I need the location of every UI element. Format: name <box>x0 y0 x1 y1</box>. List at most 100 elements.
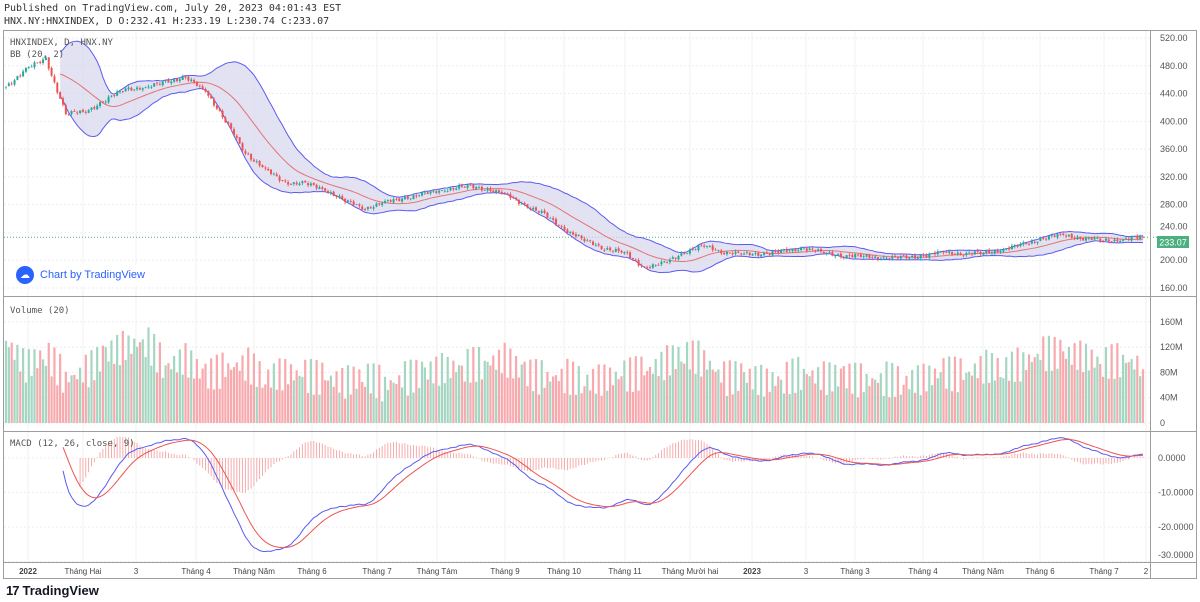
signal-line <box>62 438 1144 549</box>
volume-bar <box>959 358 962 423</box>
symbol-legend: HNXINDEX, D, HNX.NY <box>10 38 114 48</box>
volume-bar <box>757 394 760 423</box>
candle-body <box>797 250 800 251</box>
volume-bar <box>335 371 338 423</box>
volume-bar <box>21 348 25 423</box>
candle-body <box>683 252 686 254</box>
candle-body <box>61 98 64 105</box>
candle-body <box>421 192 424 196</box>
volume-bar <box>560 368 563 423</box>
volume-bar <box>774 386 777 423</box>
volume-bar <box>603 364 606 423</box>
volume-bar <box>457 365 461 423</box>
volume-tick-label: 0 <box>1160 418 1165 428</box>
candle-body <box>113 95 116 96</box>
candle-body <box>802 248 805 250</box>
time-tick-label: 3 <box>134 567 139 576</box>
volume-bar <box>27 349 30 423</box>
candle-body <box>127 87 130 90</box>
candle-body <box>1008 247 1011 250</box>
volume-bar <box>896 366 900 423</box>
candle-body <box>580 235 583 239</box>
candle-body <box>250 153 253 160</box>
volume-bar <box>1104 347 1108 423</box>
candle-body <box>896 257 899 259</box>
volume-bar <box>683 363 686 423</box>
volume-bar <box>284 359 287 423</box>
volume-bar <box>281 390 284 423</box>
candle-body <box>774 251 777 252</box>
volume-bar <box>127 335 130 423</box>
candle-body <box>224 117 227 123</box>
volume-bar <box>346 365 350 423</box>
volume-bar <box>925 391 928 423</box>
volume-bar <box>643 375 646 423</box>
candle-body <box>663 261 666 263</box>
candle-body <box>725 251 728 255</box>
chart[interactable]: 520.00 480.00 440.00 400.00 360.00 320.00 280.… <box>0 0 1200 582</box>
macd-tick-label: 0.0000 <box>1158 453 1186 463</box>
candle-body <box>24 67 27 72</box>
volume-bar <box>1064 358 1068 423</box>
volume-bar <box>512 378 515 423</box>
volume-bar <box>865 373 868 423</box>
candle-body <box>1122 239 1125 241</box>
candle-body <box>67 114 70 116</box>
volume-bar <box>657 376 660 423</box>
candle-body <box>614 249 617 252</box>
candle-body <box>173 79 176 82</box>
volume-bar <box>990 353 994 423</box>
candle-body <box>666 262 669 263</box>
volume-bar <box>1042 336 1045 423</box>
candle-body <box>788 250 791 252</box>
volume-bar <box>110 340 113 423</box>
volume-bar <box>161 377 164 423</box>
volume-bar <box>933 368 937 423</box>
candle-body <box>438 190 441 193</box>
candle-body <box>857 254 860 256</box>
volume-bar <box>173 355 176 423</box>
candle-body <box>777 250 780 253</box>
candle-body <box>976 250 979 252</box>
candle-body <box>654 264 657 266</box>
candle-body <box>170 81 173 84</box>
candle-body <box>463 186 466 188</box>
candle-body <box>472 184 475 189</box>
candle-body <box>771 251 774 256</box>
candle-body <box>244 151 247 154</box>
candle-body <box>33 62 36 68</box>
volume-bar <box>386 389 389 423</box>
candle-body <box>198 85 201 87</box>
volume-bar <box>249 384 253 423</box>
volume-bar <box>104 347 107 423</box>
volume-bar <box>831 391 834 423</box>
candle-body <box>922 254 925 256</box>
volume-bar <box>1007 380 1011 423</box>
candle-body <box>526 204 529 208</box>
volume-tick-label: 40M <box>1160 393 1178 403</box>
candle-body <box>914 255 917 259</box>
candle-body <box>842 257 845 259</box>
volume-bar <box>423 367 426 423</box>
candle-body <box>714 249 717 251</box>
volume-bar <box>352 366 355 423</box>
candle-body <box>706 246 709 248</box>
tradingview-footer-logo[interactable]: 17 TradingView <box>6 583 99 598</box>
candle-body <box>594 244 597 246</box>
price-tick-label: 320.00 <box>1160 172 1188 182</box>
candle-body <box>318 187 321 190</box>
candle-body <box>187 76 190 81</box>
volume-bar <box>879 373 882 423</box>
candle-body <box>164 79 167 82</box>
candle-body <box>848 254 851 256</box>
candle-body <box>751 254 754 256</box>
candle-body <box>304 180 307 183</box>
candle-body <box>1070 234 1073 238</box>
tradingview-logo-icon: 17 <box>6 583 20 598</box>
volume-bar <box>315 359 318 423</box>
chart-by-tradingview-link[interactable]: ☁ Chart by TradingView <box>12 264 149 286</box>
candle-body <box>586 240 589 242</box>
candle-body <box>1042 238 1045 239</box>
candle-body <box>215 105 218 109</box>
volume-bar <box>1050 370 1053 423</box>
